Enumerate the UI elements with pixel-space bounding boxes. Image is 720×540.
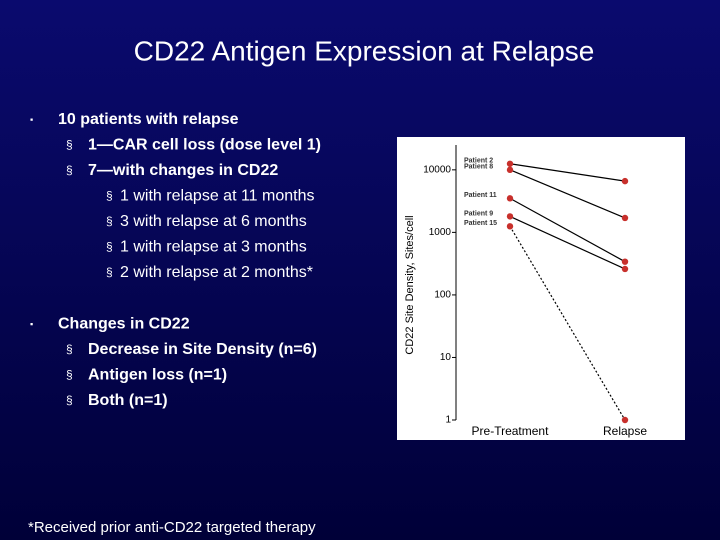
data-point <box>506 223 514 230</box>
data-point <box>506 160 514 167</box>
bullet-text: Antigen loss (n=1) <box>88 367 227 384</box>
data-point <box>621 416 629 424</box>
bullet-text: Decrease in Site Density (n=6) <box>88 341 317 358</box>
data-point <box>621 258 629 265</box>
bullet-marker: § <box>66 368 73 382</box>
bullet-text: 1 with relapse at 3 months <box>120 239 307 256</box>
bullet-text: Changes in CD22 <box>58 316 190 333</box>
x-tick-label: Pre-Treatment <box>472 424 550 438</box>
bullet-text: 2 with relapse at 2 months* <box>120 264 313 281</box>
series-label: Patient 15 <box>464 220 497 227</box>
data-point <box>621 214 629 222</box>
y-tick-label: 100 <box>434 290 451 301</box>
bullet-marker: ▪ <box>30 319 33 329</box>
series-line <box>509 163 626 182</box>
bullet-marker: § <box>106 265 113 279</box>
series-label: Patient 2 <box>464 158 493 165</box>
data-point <box>506 195 514 202</box>
bullet-text: 1—CAR cell loss (dose level 1) <box>88 137 321 154</box>
bullet-text: 7—with changes in CD22 <box>88 162 278 179</box>
footnote: *Received prior anti-CD22 targeted thera… <box>28 519 316 536</box>
data-point <box>506 166 514 174</box>
bullet-marker: § <box>66 393 73 407</box>
data-point <box>621 265 629 273</box>
x-tick-label: Relapse <box>603 424 647 438</box>
bullet-marker: § <box>106 189 113 203</box>
bullet-text: 1 with relapse at 11 months <box>120 188 314 205</box>
series-label: Patient 8 <box>464 164 493 171</box>
bullet-marker: § <box>66 138 73 152</box>
bullet-marker: § <box>106 240 113 254</box>
bullet-marker: § <box>66 342 73 356</box>
data-point <box>506 213 514 220</box>
data-point <box>621 177 629 185</box>
series-label: Patient 11 <box>464 192 497 199</box>
bullet-text: Both (n=1) <box>88 392 168 409</box>
chart-area <box>397 137 685 440</box>
y-axis-label: CD22 Site Density, Sites/cell <box>404 215 416 354</box>
series-line <box>509 169 626 219</box>
bullet-text: 3 with relapse at 6 months <box>120 213 307 230</box>
y-tick-label: 1000 <box>429 227 452 238</box>
series-line <box>509 215 626 270</box>
y-tick-label: 1 <box>445 415 451 426</box>
bullet-text: 10 patients with relapse <box>58 111 239 128</box>
y-tick-label: 10000 <box>423 164 451 175</box>
bullet-marker: § <box>66 163 73 177</box>
series-line <box>509 226 626 421</box>
series-label: Patient 9 <box>464 210 493 217</box>
series-line <box>509 197 626 263</box>
bullet-marker: § <box>106 214 113 228</box>
slide-title: CD22 Antigen Expression at Relapse <box>134 35 595 66</box>
bullet-marker: ▪ <box>30 114 33 124</box>
y-tick-label: 10 <box>440 352 452 363</box>
